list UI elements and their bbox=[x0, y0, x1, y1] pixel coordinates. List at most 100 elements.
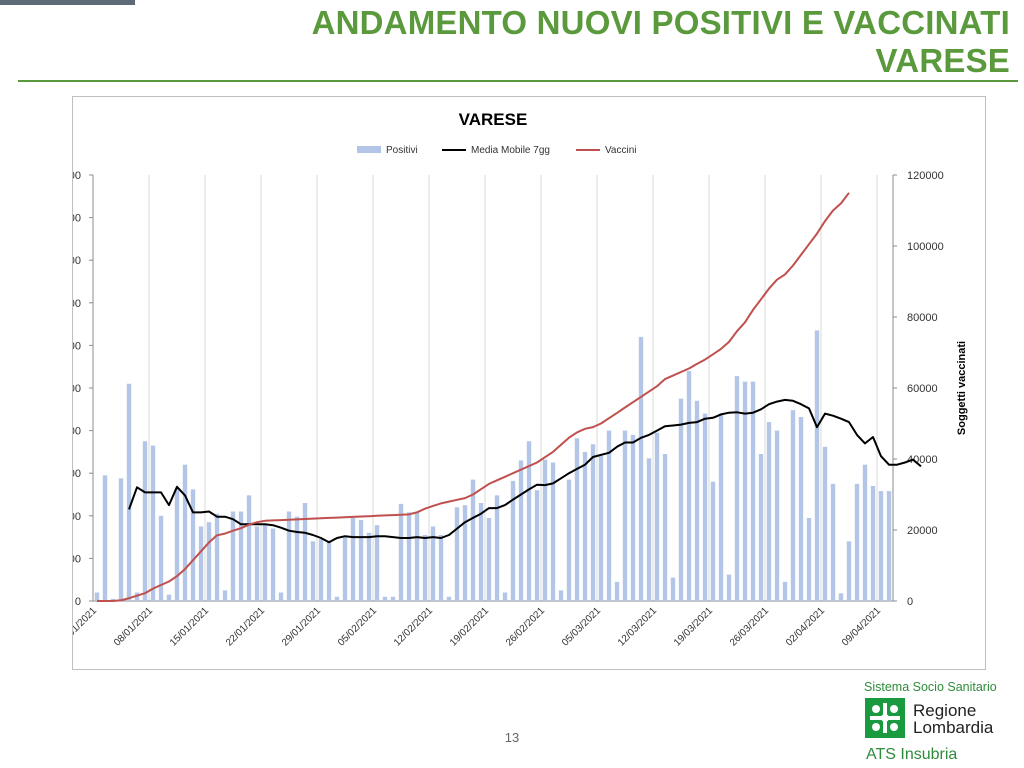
bar-positivi bbox=[382, 596, 388, 601]
bar-positivi bbox=[574, 438, 580, 601]
bar-positivi bbox=[166, 594, 172, 601]
bar-positivi bbox=[686, 370, 692, 601]
x-tick-label: 15/01/2021 bbox=[168, 605, 211, 648]
bar-positivi bbox=[222, 590, 228, 601]
bar-positivi bbox=[590, 444, 596, 601]
bar-positivi bbox=[510, 480, 516, 601]
y-tick-label: 500 bbox=[73, 383, 81, 395]
y-tick-label: 600 bbox=[73, 340, 81, 352]
bar-positivi bbox=[702, 413, 708, 601]
bar-positivi bbox=[430, 526, 436, 601]
bar-positivi bbox=[142, 441, 148, 601]
bar-positivi bbox=[478, 503, 484, 601]
bar-positivi bbox=[790, 410, 796, 601]
bar-positivi bbox=[118, 478, 124, 601]
bar-positivi bbox=[310, 541, 316, 601]
y-tick-label: 400 bbox=[73, 426, 81, 438]
bar-positivi bbox=[582, 451, 588, 601]
bar-positivi bbox=[102, 475, 108, 601]
page-number: 13 bbox=[504, 730, 520, 745]
bar-positivi bbox=[526, 441, 532, 601]
y-tick-label: 100 bbox=[73, 553, 81, 565]
x-tick-label: 02/04/2021 bbox=[784, 605, 827, 648]
bar-positivi bbox=[278, 592, 284, 601]
bar-positivi bbox=[806, 517, 812, 601]
x-tick-label: 12/02/2021 bbox=[392, 605, 435, 648]
x-tick-label: 05/03/2021 bbox=[560, 605, 603, 648]
bar-positivi bbox=[814, 330, 820, 601]
bar-positivi bbox=[662, 454, 668, 601]
title-rule bbox=[18, 80, 1018, 82]
bar-positivi bbox=[158, 515, 164, 601]
chart: VARESE Positivi Media Mobile 7gg Vaccini 01/… bbox=[54, 110, 968, 649]
bar-positivi bbox=[598, 456, 604, 601]
y-tick-label: 700 bbox=[73, 298, 81, 310]
bar-positivi bbox=[350, 517, 356, 601]
bar-positivi bbox=[670, 577, 676, 601]
bar-positivi bbox=[462, 505, 468, 601]
y-tick-label: 200 bbox=[73, 511, 81, 523]
y2-tick-label: 40000 bbox=[907, 454, 938, 466]
y2-tick-label: 120000 bbox=[907, 170, 944, 182]
bar-positivi bbox=[406, 512, 412, 601]
bar-positivi bbox=[422, 534, 428, 601]
bar-positivi bbox=[366, 532, 372, 601]
y-tick-label: 800 bbox=[73, 255, 81, 267]
y2-tick-label: 80000 bbox=[907, 312, 938, 324]
bar-positivi bbox=[798, 416, 804, 601]
bar-positivi bbox=[262, 524, 268, 601]
x-tick-label: 05/02/2021 bbox=[336, 605, 379, 648]
bar-positivi bbox=[270, 528, 276, 601]
y-tick-label: 1000 bbox=[73, 170, 81, 182]
bar-positivi bbox=[782, 581, 788, 601]
bar-positivi bbox=[494, 495, 500, 601]
bar-positivi bbox=[94, 592, 100, 601]
x-tick-label: 29/01/2021 bbox=[280, 605, 323, 648]
bar-positivi bbox=[238, 511, 244, 601]
bar-positivi bbox=[838, 593, 844, 601]
bar-positivi bbox=[414, 512, 420, 601]
top-bar bbox=[0, 0, 135, 5]
logo-name-line1: Regione bbox=[913, 701, 977, 720]
bar-positivi bbox=[318, 539, 324, 601]
x-tick-label: 09/04/2021 bbox=[840, 605, 883, 648]
bar-positivi bbox=[190, 489, 196, 601]
bar-positivi bbox=[470, 479, 476, 601]
slide-title-line1: ANDAMENTO NUOVI POSITIVI E VACCINATI bbox=[311, 4, 1010, 41]
bar-positivi bbox=[886, 491, 892, 601]
y2-axis-title: Soggetti vaccinati bbox=[956, 341, 968, 435]
bar-positivi bbox=[334, 596, 340, 601]
bar-positivi bbox=[558, 590, 564, 601]
bar-positivi bbox=[398, 503, 404, 601]
y-tick-label: 900 bbox=[73, 213, 81, 225]
slide-title: ANDAMENTO NUOVI POSITIVI E VACCINATI VAR… bbox=[312, 4, 1010, 80]
bar-positivi bbox=[870, 485, 876, 601]
series-line-media-mobile bbox=[128, 398, 922, 544]
bar-positivi bbox=[654, 432, 660, 601]
logo-sub-text: ATS Insubria bbox=[866, 746, 958, 763]
bar-positivi bbox=[822, 446, 828, 601]
bar-positivi bbox=[358, 520, 364, 601]
bar-positivi bbox=[198, 526, 204, 601]
bar-positivi bbox=[862, 464, 868, 601]
bar-positivi bbox=[326, 541, 332, 601]
bar-positivi bbox=[534, 490, 540, 601]
bar-positivi bbox=[678, 398, 684, 601]
bar-positivi bbox=[254, 526, 260, 601]
bar-positivi bbox=[542, 459, 548, 601]
bar-positivi bbox=[502, 592, 508, 601]
bar-positivi bbox=[846, 541, 852, 601]
bar-positivi bbox=[294, 516, 300, 601]
bar-positivi bbox=[750, 381, 756, 601]
bar-positivi bbox=[342, 537, 348, 601]
bar-positivi bbox=[622, 430, 628, 601]
bar-positivi bbox=[182, 464, 188, 601]
logo-top-text: Sistema Socio Sanitario bbox=[864, 680, 997, 694]
bar-positivi bbox=[438, 534, 444, 601]
bar-positivi bbox=[726, 574, 732, 601]
bar-positivi bbox=[230, 511, 236, 601]
legend-label-vaccini: Vaccini bbox=[605, 145, 637, 156]
bar-positivi bbox=[446, 596, 452, 601]
legend-label-positivi: Positivi bbox=[386, 145, 418, 156]
logo-name: Regione Lombardia bbox=[913, 702, 993, 736]
